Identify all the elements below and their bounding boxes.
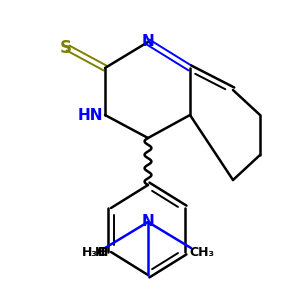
Text: S: S bbox=[60, 39, 72, 57]
Text: HN: HN bbox=[77, 107, 103, 122]
Text: H: H bbox=[94, 247, 105, 260]
Text: N: N bbox=[142, 214, 154, 230]
Text: N: N bbox=[142, 34, 154, 49]
Text: H: H bbox=[98, 247, 108, 260]
Text: CH₃: CH₃ bbox=[189, 247, 214, 260]
Text: H₃C: H₃C bbox=[82, 247, 107, 260]
